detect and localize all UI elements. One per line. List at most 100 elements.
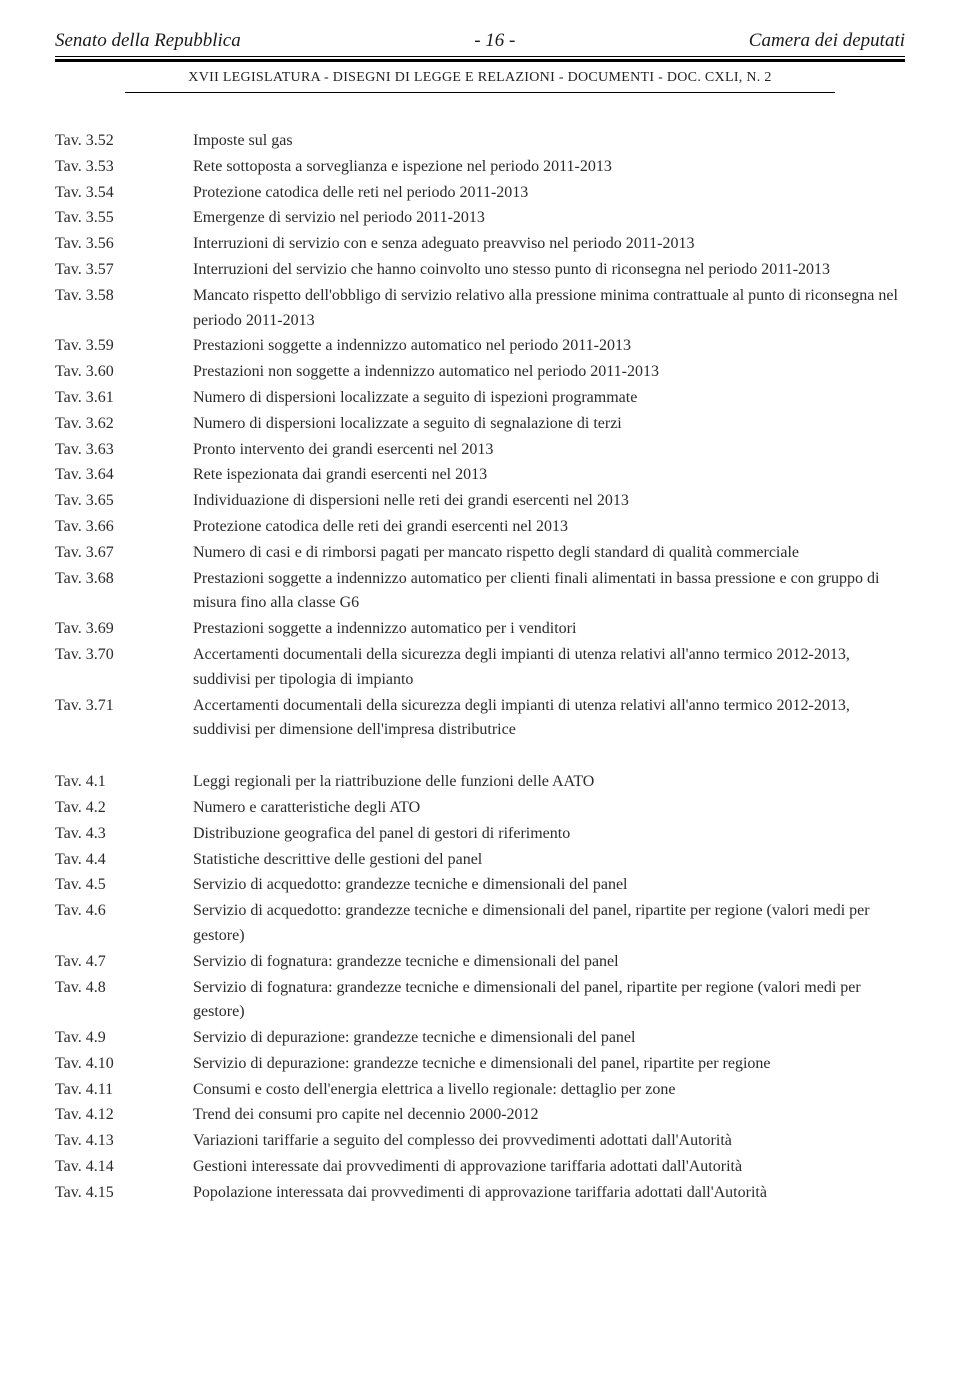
toc-description: Individuazione di dispersioni nelle reti… [193,489,905,514]
toc-key: Tav. 3.67 [55,541,193,566]
toc-description: Servizio di acquedotto: grandezze tecnic… [193,899,905,949]
toc-entry: Tav. 4.10Servizio di depurazione: grande… [55,1052,905,1077]
toc-entry: Tav. 3.55Emergenze di servizio nel perio… [55,206,905,231]
toc-entry: Tav. 3.62Numero di dispersioni localizza… [55,412,905,437]
toc-description: Accertamenti documentali della sicurezza… [193,694,905,744]
toc-key: Tav. 4.12 [55,1103,193,1128]
toc-description: Pronto intervento dei grandi esercenti n… [193,438,905,463]
toc-entry: Tav. 4.11Consumi e costo dell'energia el… [55,1078,905,1103]
toc-key: Tav. 4.14 [55,1155,193,1180]
toc-description: Servizio di depurazione: grandezze tecni… [193,1026,905,1051]
toc-description: Statistiche descrittive delle gestioni d… [193,848,905,873]
toc-key: Tav. 3.57 [55,258,193,283]
toc-entry: Tav. 3.66Protezione catodica delle reti … [55,515,905,540]
page: Senato della Repubblica - 16 - Camera de… [0,0,960,1247]
toc-key: Tav. 3.69 [55,617,193,642]
toc-key: Tav. 4.4 [55,848,193,873]
toc-description: Protezione catodica delle reti dei grand… [193,515,905,540]
toc-description: Imposte sul gas [193,129,905,154]
toc-key: Tav. 3.52 [55,129,193,154]
toc-description: Servizio di acquedotto: grandezze tecnic… [193,873,905,898]
toc-description: Numero di dispersioni localizzate a segu… [193,412,905,437]
toc-entry: Tav. 3.70Accertamenti documentali della … [55,643,905,693]
toc-description: Popolazione interessata dai provvediment… [193,1181,905,1206]
toc-key: Tav. 3.68 [55,567,193,592]
header-right: Camera dei deputati [749,30,905,52]
toc-description: Prestazioni soggette a indennizzo automa… [193,334,905,359]
toc-entry: Tav. 4.8Servizio di fognatura: grandezze… [55,976,905,1026]
sub-header: XVII LEGISLATURA - DISEGNI DI LEGGE E RE… [55,68,905,92]
toc-entry: Tav. 4.6Servizio di acquedotto: grandezz… [55,899,905,949]
toc-description: Interruzioni di servizio con e senza ade… [193,232,905,257]
toc-key: Tav. 3.66 [55,515,193,540]
toc-description: Variazioni tariffarie a seguito del comp… [193,1129,905,1154]
toc-key: Tav. 3.56 [55,232,193,257]
toc-key: Tav. 4.5 [55,873,193,898]
toc-entry: Tav. 4.5Servizio di acquedotto: grandezz… [55,873,905,898]
toc-key: Tav. 3.61 [55,386,193,411]
toc-entry: Tav. 3.52Imposte sul gas [55,129,905,154]
toc-description: Consumi e costo dell'energia elettrica a… [193,1078,905,1103]
toc-key: Tav. 4.1 [55,770,193,795]
toc-key: Tav. 3.59 [55,334,193,359]
toc-key: Tav. 4.2 [55,796,193,821]
toc-description: Rete ispezionata dai grandi esercenti ne… [193,463,905,488]
toc-key: Tav. 3.63 [55,438,193,463]
toc-entry: Tav. 4.4Statistiche descrittive delle ge… [55,848,905,873]
toc-key: Tav. 3.71 [55,694,193,719]
thin-rule [125,92,835,93]
toc-key: Tav. 3.62 [55,412,193,437]
toc-entry: Tav. 3.61Numero di dispersioni localizza… [55,386,905,411]
toc-entry: Tav. 4.9Servizio di depurazione: grandez… [55,1026,905,1051]
toc-description: Distribuzione geografica del panel di ge… [193,822,905,847]
toc-description: Numero e caratteristiche degli ATO [193,796,905,821]
toc-description: Prestazioni non soggette a indennizzo au… [193,360,905,385]
toc-entry: Tav. 3.68Prestazioni soggette a indenniz… [55,567,905,617]
toc-key: Tav. 3.53 [55,155,193,180]
toc-key: Tav. 3.55 [55,206,193,231]
toc-entry: Tav. 4.13Variazioni tariffarie a seguito… [55,1129,905,1154]
toc-entry: Tav. 4.7Servizio di fognatura: grandezze… [55,950,905,975]
toc-entry: Tav. 3.56Interruzioni di servizio con e … [55,232,905,257]
toc-description: Servizio di depurazione: grandezze tecni… [193,1052,905,1077]
toc-key: Tav. 3.65 [55,489,193,514]
toc-entry: Tav. 4.3Distribuzione geografica del pan… [55,822,905,847]
double-rule [55,56,905,62]
toc-key: Tav. 3.58 [55,284,193,309]
section-gap [55,744,905,770]
toc-key: Tav. 4.9 [55,1026,193,1051]
toc-entry: Tav. 3.53Rete sottoposta a sorveglianza … [55,155,905,180]
toc-key: Tav. 3.70 [55,643,193,668]
toc-key: Tav. 3.60 [55,360,193,385]
toc-key: Tav. 3.54 [55,181,193,206]
toc-description: Numero di dispersioni localizzate a segu… [193,386,905,411]
toc-key: Tav. 4.11 [55,1078,193,1103]
toc-entry: Tav. 3.64Rete ispezionata dai grandi ese… [55,463,905,488]
toc-description: Emergenze di servizio nel periodo 2011-2… [193,206,905,231]
toc-description: Accertamenti documentali della sicurezza… [193,643,905,693]
entries-section-1: Tav. 3.52Imposte sul gasTav. 3.53Rete so… [55,129,905,743]
toc-description: Rete sottoposta a sorveglianza e ispezio… [193,155,905,180]
toc-entry: Tav. 4.2Numero e caratteristiche degli A… [55,796,905,821]
toc-key: Tav. 3.64 [55,463,193,488]
toc-key: Tav. 4.6 [55,899,193,924]
toc-description: Servizio di fognatura: grandezze tecnich… [193,950,905,975]
toc-entry: Tav. 3.65Individuazione di dispersioni n… [55,489,905,514]
toc-key: Tav. 4.13 [55,1129,193,1154]
toc-entry: Tav. 3.69Prestazioni soggette a indenniz… [55,617,905,642]
toc-entry: Tav. 3.67Numero di casi e di rimborsi pa… [55,541,905,566]
toc-entry: Tav. 4.14Gestioni interessate dai provve… [55,1155,905,1180]
toc-description: Servizio di fognatura: grandezze tecnich… [193,976,905,1026]
toc-key: Tav. 4.15 [55,1181,193,1206]
top-header: Senato della Repubblica - 16 - Camera de… [55,30,905,56]
toc-description: Trend dei consumi pro capite nel decenni… [193,1103,905,1128]
toc-entry: Tav. 3.58Mancato rispetto dell'obbligo d… [55,284,905,334]
toc-key: Tav. 4.7 [55,950,193,975]
toc-key: Tav. 4.8 [55,976,193,1001]
toc-entry: Tav. 3.63Pronto intervento dei grandi es… [55,438,905,463]
toc-key: Tav. 4.10 [55,1052,193,1077]
toc-description: Prestazioni soggette a indennizzo automa… [193,567,905,617]
toc-entry: Tav. 3.71Accertamenti documentali della … [55,694,905,744]
toc-entry: Tav. 4.12Trend dei consumi pro capite ne… [55,1103,905,1128]
toc-entry: Tav. 3.54Protezione catodica delle reti … [55,181,905,206]
